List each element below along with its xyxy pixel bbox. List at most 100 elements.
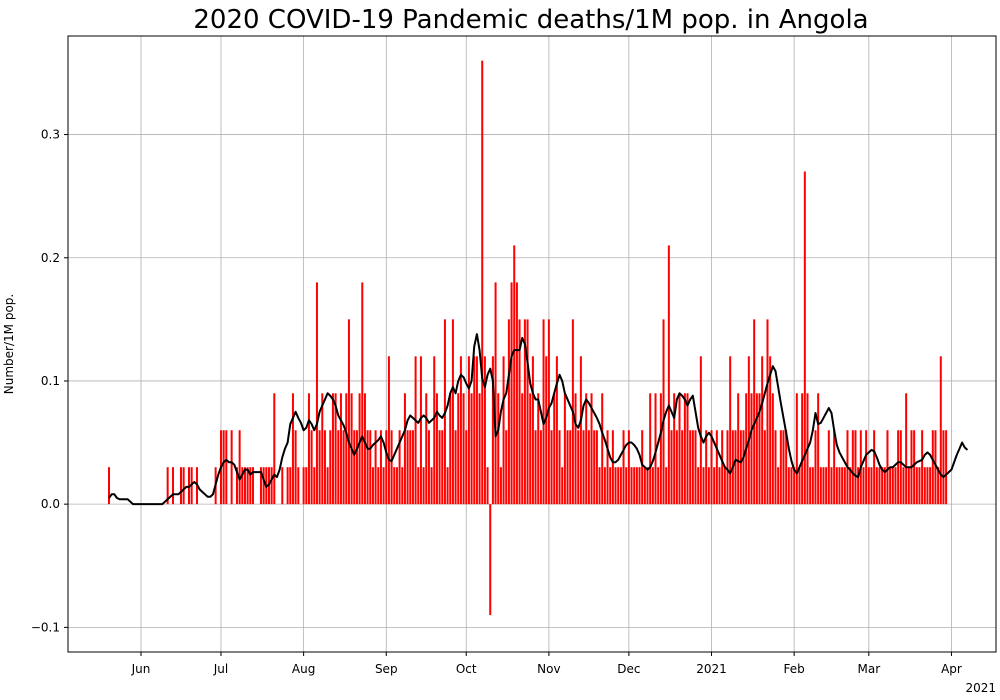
bar: [670, 430, 673, 505]
bar: [723, 467, 726, 505]
bar: [537, 393, 540, 505]
bar: [782, 430, 785, 505]
bar: [737, 393, 740, 505]
bar: [403, 393, 406, 505]
bar: [926, 467, 929, 505]
bar: [526, 319, 529, 505]
bar: [931, 430, 934, 505]
bar: [601, 393, 604, 505]
bar: [534, 430, 537, 505]
bar: [814, 430, 817, 505]
bar: [907, 467, 910, 505]
bar: [854, 430, 857, 505]
bar: [523, 319, 526, 505]
bar: [347, 319, 350, 505]
bar: [353, 430, 356, 505]
bar: [785, 430, 788, 505]
bar: [817, 393, 820, 505]
bar: [166, 467, 169, 505]
bar: [577, 430, 580, 505]
bar: [334, 393, 337, 505]
bar: [881, 467, 884, 505]
bar: [422, 467, 425, 505]
bar: [715, 430, 718, 505]
bar: [331, 393, 334, 505]
bar: [225, 430, 228, 505]
bar: [915, 467, 918, 505]
bar: [665, 467, 668, 505]
bar: [641, 430, 644, 505]
bar: [686, 393, 689, 505]
bar: [366, 430, 369, 505]
bar: [851, 430, 854, 505]
bar: [369, 430, 372, 505]
bar: [558, 430, 561, 505]
bar: [891, 467, 894, 505]
bar: [374, 430, 377, 505]
y-axis: −0.1 0.0 0.1 0.2 0.3: [31, 128, 68, 634]
bar: [518, 319, 521, 505]
x-tick-label: Jul: [213, 662, 228, 676]
bar: [230, 430, 233, 505]
bar: [222, 430, 225, 505]
bar: [798, 467, 801, 505]
bar: [435, 393, 438, 505]
bar: [262, 467, 265, 505]
plot-frame: [67, 35, 997, 653]
bar: [726, 430, 729, 505]
bar: [694, 430, 697, 505]
bar: [289, 467, 292, 505]
bar: [398, 430, 401, 505]
bar: [667, 245, 670, 505]
x-tick-label: Aug: [292, 662, 315, 676]
bar: [329, 430, 332, 505]
x-axis: Jun Jul Aug Sep Oct Nov Dec 2021 Feb Mar Apr: [131, 652, 962, 676]
bar: [377, 467, 380, 505]
bar: [774, 430, 777, 505]
bar: [819, 467, 822, 505]
bar: [281, 467, 284, 505]
bar: [457, 393, 460, 505]
bar: [385, 430, 388, 505]
bar: [923, 467, 926, 505]
bar: [513, 245, 516, 505]
bar: [609, 467, 612, 505]
x-tick-label: Feb: [784, 662, 805, 676]
bar: [811, 467, 814, 505]
bar: [302, 467, 305, 505]
bar: [761, 356, 764, 505]
bar: [638, 467, 641, 505]
bar: [697, 467, 700, 505]
y-tick-label: 0.0: [41, 497, 60, 511]
bar: [478, 393, 481, 505]
bar: [454, 430, 457, 505]
bar: [779, 430, 782, 505]
bar: [867, 467, 870, 505]
bar: [585, 393, 588, 505]
bar: [707, 467, 710, 505]
bar: [739, 430, 742, 505]
bar: [617, 467, 620, 505]
bar: [611, 430, 614, 505]
bar: [387, 356, 390, 505]
bar: [822, 467, 825, 505]
bar: [939, 356, 942, 505]
bar: [355, 430, 358, 505]
bar: [521, 393, 524, 505]
bar: [777, 467, 780, 505]
bar: [683, 393, 686, 505]
bar: [758, 393, 761, 505]
bar: [619, 467, 622, 505]
bar: [771, 393, 774, 505]
bar: [787, 467, 790, 505]
bar: [531, 356, 534, 505]
bar: [470, 393, 473, 505]
bar: [563, 393, 566, 505]
bar: [886, 430, 889, 505]
bar: [862, 467, 865, 505]
bar: [318, 430, 321, 505]
bar: [425, 393, 428, 505]
bar: [171, 467, 174, 505]
bar: [294, 430, 297, 505]
bar: [630, 467, 633, 505]
